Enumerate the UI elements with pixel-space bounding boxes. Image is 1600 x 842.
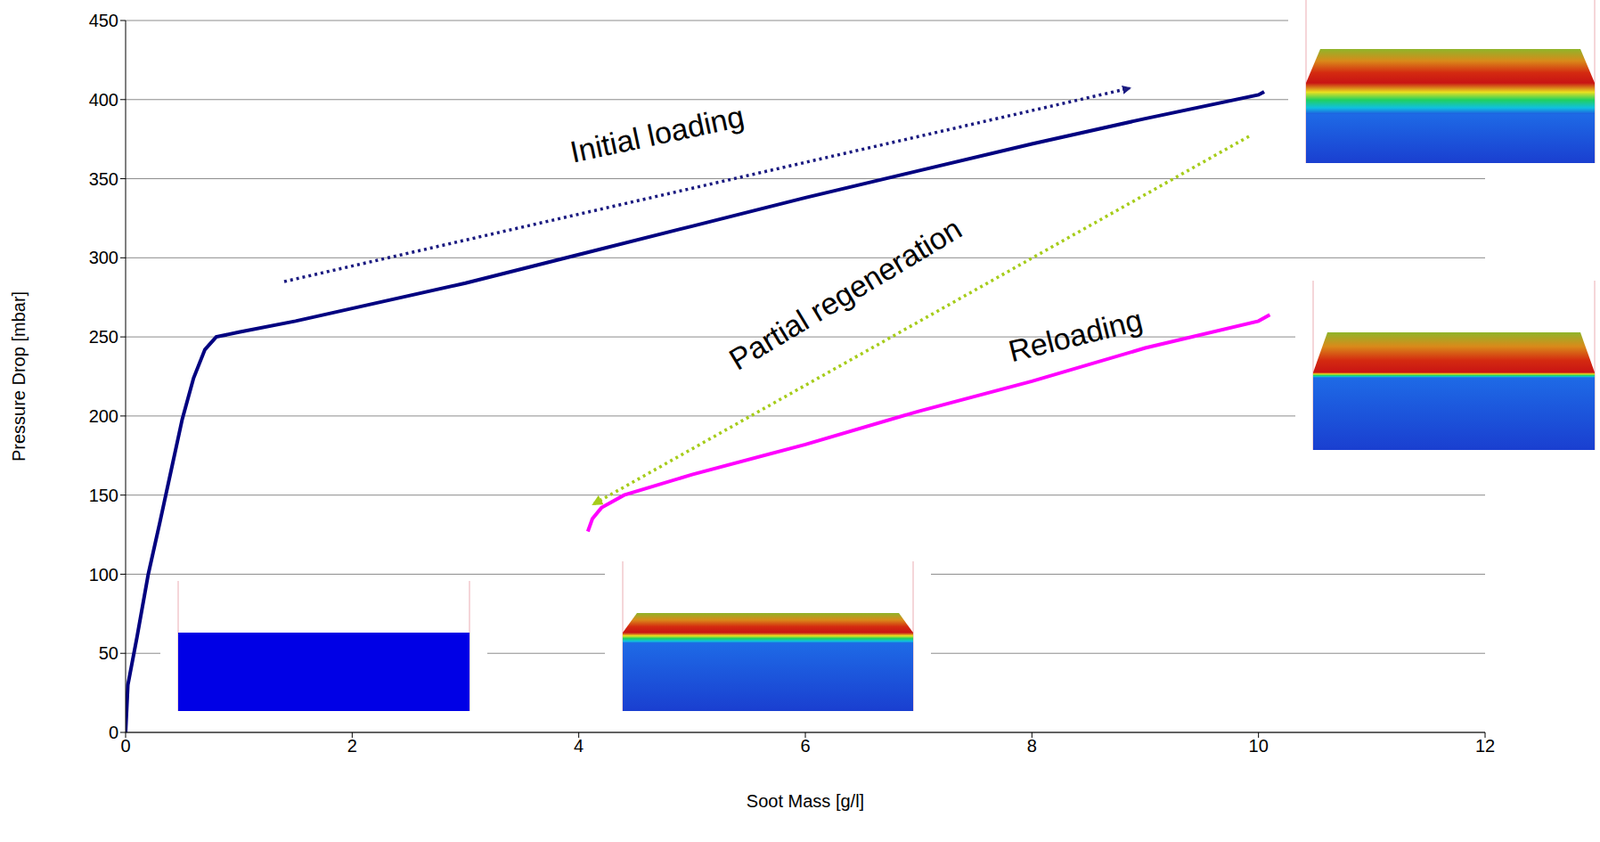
svg-text:250: 250 — [89, 326, 119, 347]
svg-text:Pressure Drop [mbar]: Pressure Drop [mbar] — [8, 291, 29, 462]
svg-text:0: 0 — [120, 735, 131, 756]
svg-text:400: 400 — [89, 89, 119, 110]
svg-text:450: 450 — [89, 10, 119, 31]
svg-text:4: 4 — [573, 735, 584, 756]
svg-text:Initial loading: Initial loading — [566, 98, 747, 169]
svg-text:100: 100 — [89, 564, 119, 585]
svg-text:12: 12 — [1475, 735, 1495, 756]
svg-text:300: 300 — [89, 247, 119, 268]
svg-text:150: 150 — [89, 485, 119, 506]
svg-text:Soot Mass [g/l]: Soot Mass [g/l] — [746, 791, 865, 811]
svg-text:Reloading: Reloading — [1004, 302, 1146, 368]
svg-text:350: 350 — [89, 169, 119, 189]
svg-text:2: 2 — [347, 735, 358, 756]
svg-text:6: 6 — [800, 735, 810, 756]
svg-text:0: 0 — [108, 722, 119, 743]
svg-text:8: 8 — [1027, 735, 1037, 756]
svg-text:50: 50 — [98, 643, 119, 663]
svg-text:10: 10 — [1248, 735, 1269, 756]
svg-text:Partial regeneration: Partial regeneration — [723, 211, 968, 376]
svg-text:200: 200 — [89, 406, 119, 426]
